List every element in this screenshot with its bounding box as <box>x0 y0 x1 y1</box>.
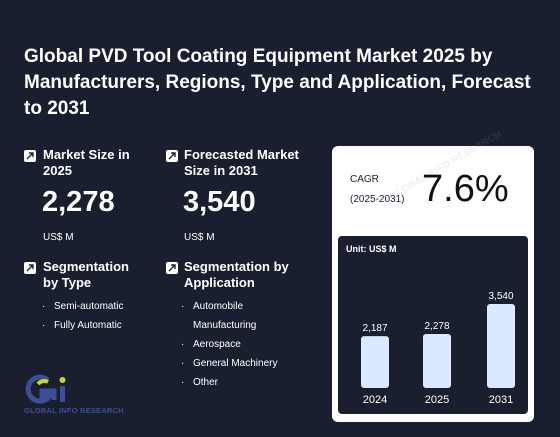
bar-chart-svg: 2,187 2024 2,278 2025 3,540 2031 <box>361 291 515 406</box>
list-item: Other <box>181 373 296 392</box>
trend-arrow-icon <box>24 150 36 162</box>
market-size-unit: US$ M <box>43 232 74 243</box>
bar-2025 <box>423 333 451 388</box>
bar-value-label: 2,278 <box>424 321 449 332</box>
bar-chart: Unit: US$ M 2,187 2024 2,278 2025 3,540 2031 <box>338 236 528 414</box>
category-label: 2025 <box>425 394 449 406</box>
trend-arrow-icon <box>166 262 178 274</box>
list-item: Automobile Manufacturing <box>181 297 296 335</box>
bar-2031 <box>487 304 515 388</box>
market-size-value: 2,278 <box>42 186 115 218</box>
trend-arrow-icon <box>24 262 36 274</box>
trend-arrow-icon <box>166 150 178 162</box>
cagr-value: 7.6% <box>422 168 509 210</box>
list-item: Aerospace <box>181 335 296 354</box>
bar-2024 <box>361 336 389 388</box>
company-logo: GLOBAL INFO RESEARCH <box>24 374 144 418</box>
market-size-label: Market Size in 2025 <box>43 147 130 178</box>
page-title: Global PVD Tool Coating Equipment Market… <box>24 46 531 119</box>
bar-value-label: 3,540 <box>488 291 513 302</box>
category-label: 2031 <box>489 394 513 406</box>
logo-mark-icon <box>25 374 66 404</box>
forecast-size-value: 3,540 <box>183 186 256 218</box>
list-item: Fully Automatic <box>42 316 162 335</box>
segmentation-type-list: Semi-automatic Fully Automatic <box>42 297 162 335</box>
category-label: 2024 <box>363 394 387 406</box>
cagr-card: GLOBAL INFO RESEARCH CAGR (2025-2031) 7.… <box>332 129 534 422</box>
chart-unit-label: Unit: US$ M <box>346 244 397 254</box>
logo-text: GLOBAL INFO RESEARCH <box>24 406 124 415</box>
segmentation-application-label: Segmentation by Application <box>184 259 289 290</box>
forecast-size-unit: US$ M <box>184 232 215 243</box>
list-item: Semi-automatic <box>42 297 162 316</box>
segmentation-application-list: Automobile Manufacturing Aerospace Gener… <box>181 297 296 392</box>
forecast-size-label: Forecasted Market Size in 2031 <box>184 147 299 178</box>
bar-value-label: 2,187 <box>362 323 387 334</box>
cagr-range: (2025-2031) <box>350 194 405 205</box>
list-item: General Machinery <box>181 354 296 373</box>
cagr-label: CAGR <box>350 174 379 185</box>
segmentation-type-label: Segmentation by Type <box>43 259 129 290</box>
